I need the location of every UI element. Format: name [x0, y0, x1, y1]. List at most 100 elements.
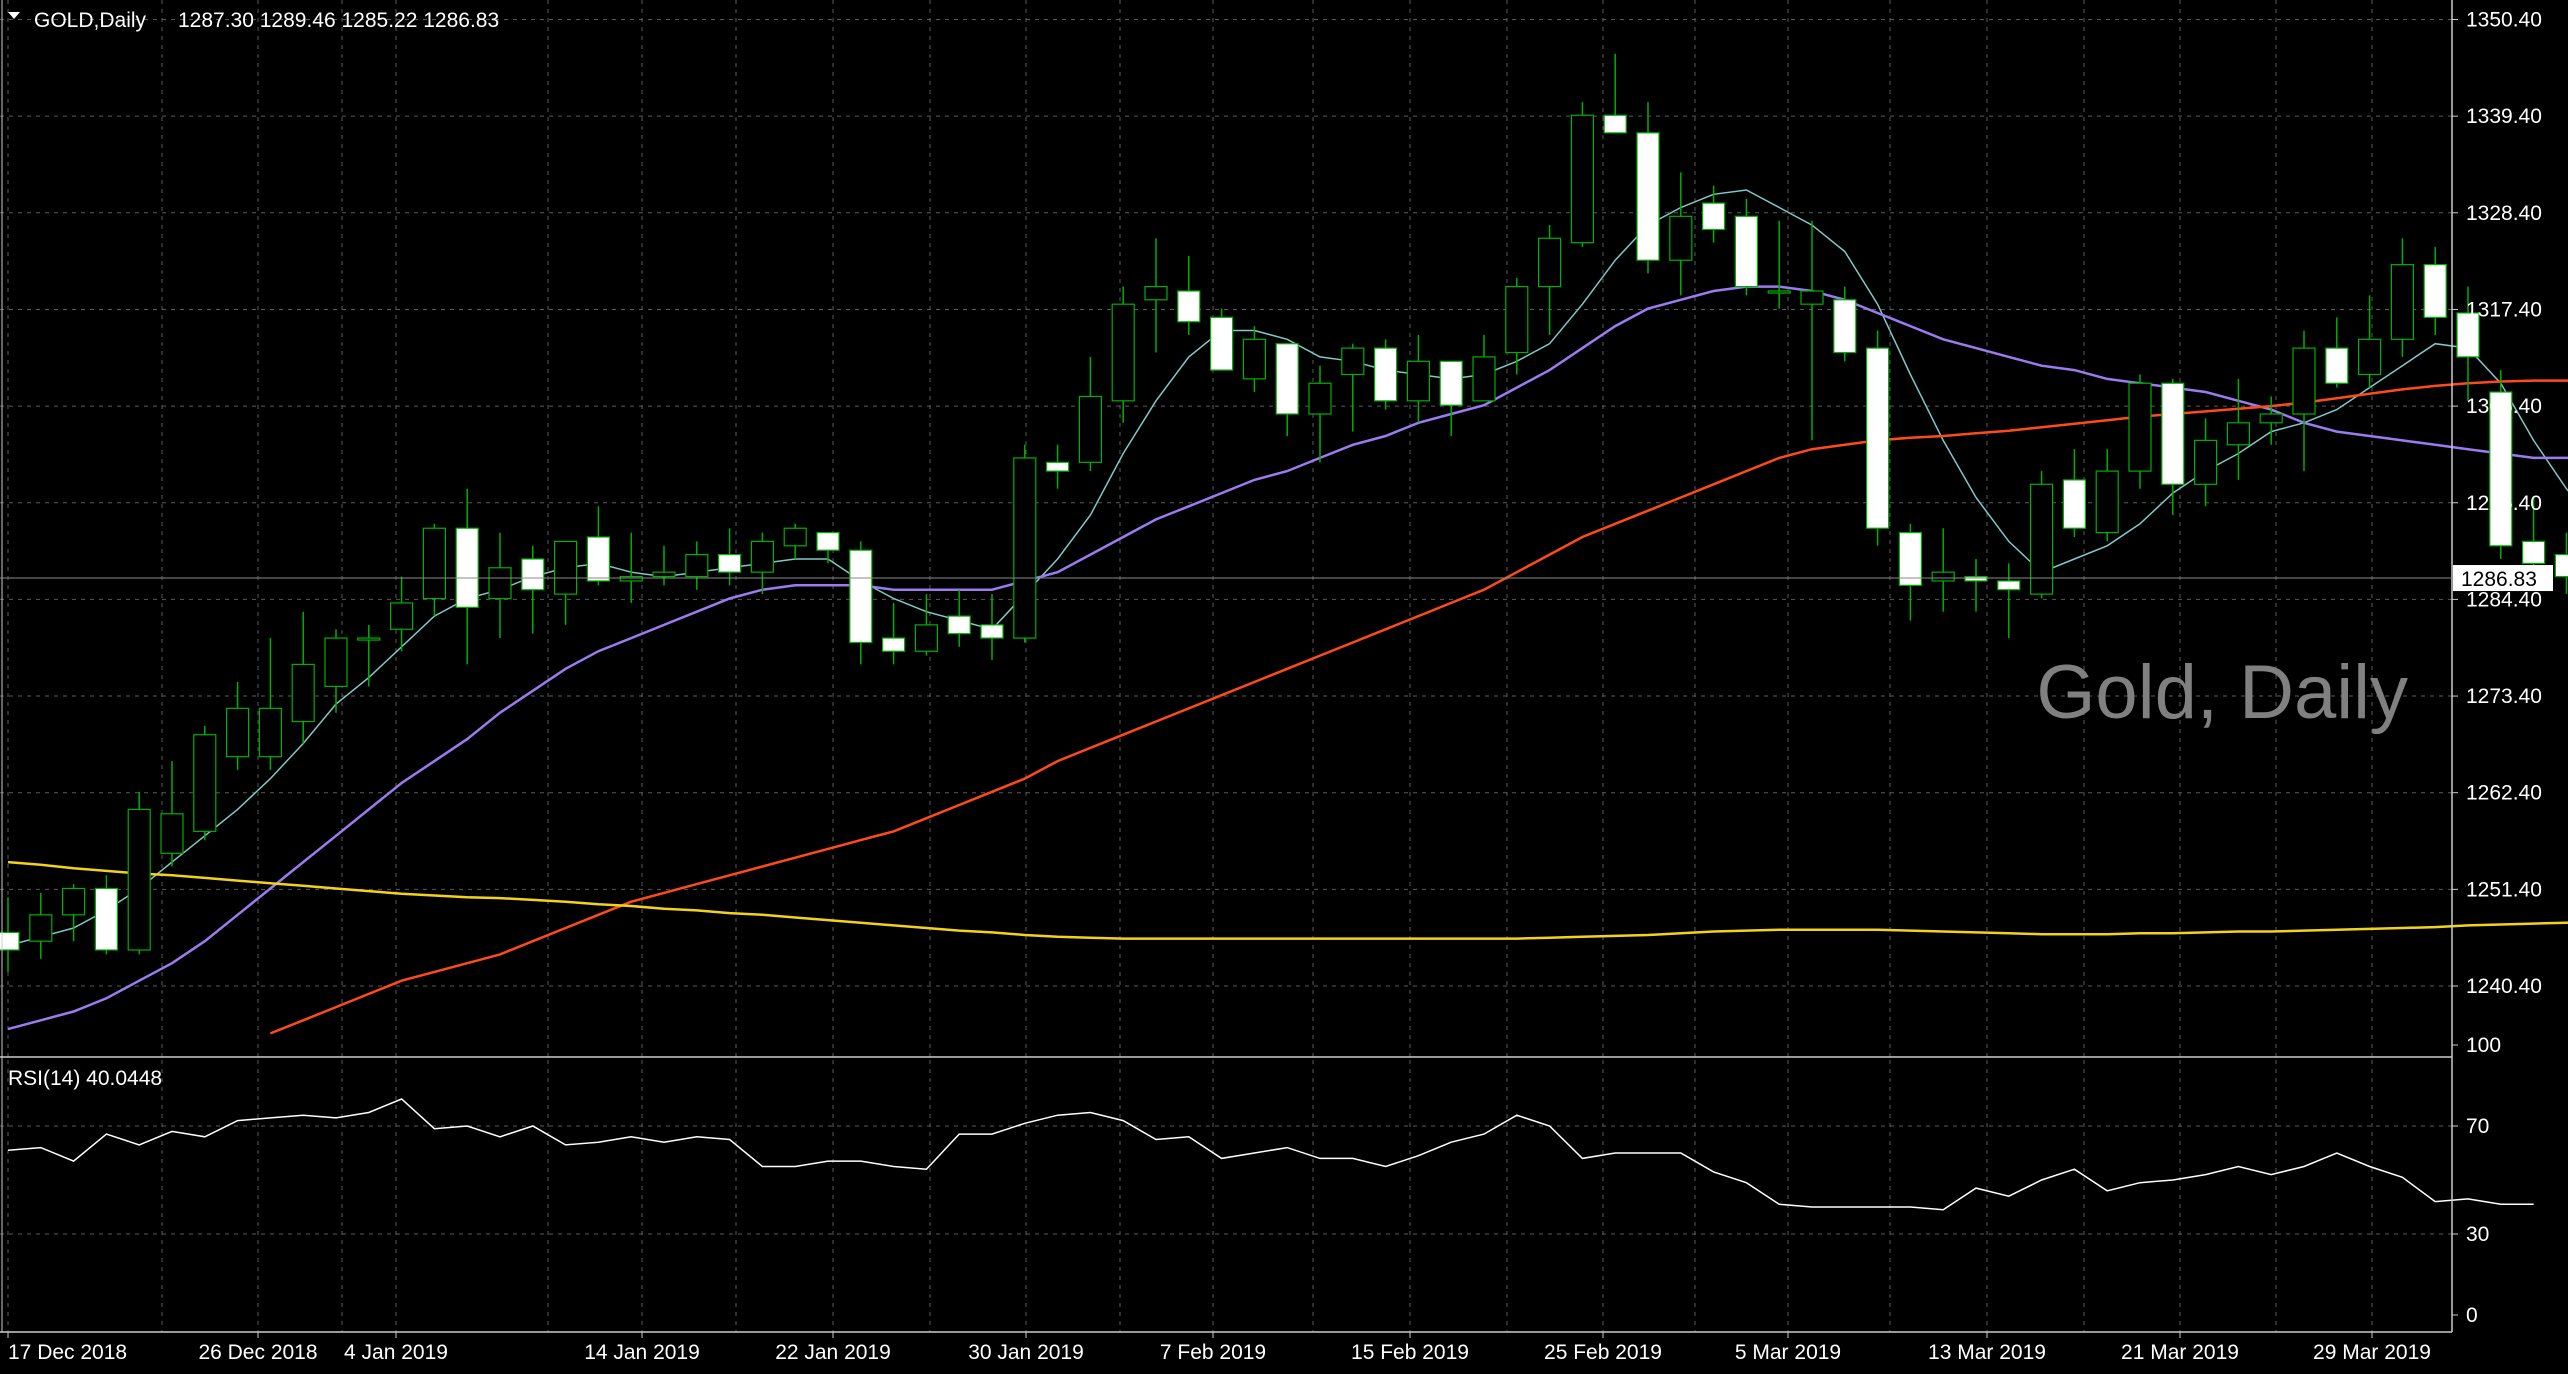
candle-body-up: [619, 575, 643, 582]
candle-body-down: [1636, 132, 1660, 261]
candle[interactable]: [1341, 343, 1365, 432]
candle-body-up: [324, 637, 348, 687]
candle[interactable]: [127, 791, 151, 955]
candle[interactable]: [783, 523, 807, 559]
candle[interactable]: [1013, 444, 1037, 643]
candle[interactable]: [488, 532, 512, 639]
candle[interactable]: [521, 545, 545, 634]
candle[interactable]: [1472, 334, 1496, 402]
candle[interactable]: [947, 589, 971, 647]
candle[interactable]: [2062, 449, 2086, 538]
candle[interactable]: [717, 528, 742, 586]
candle[interactable]: [324, 629, 348, 713]
candle[interactable]: [914, 594, 939, 656]
candle[interactable]: [226, 681, 250, 770]
candle[interactable]: [291, 611, 315, 744]
candle-body-down: [2325, 347, 2349, 384]
candle[interactable]: [1800, 220, 1824, 441]
candle[interactable]: [94, 875, 119, 955]
candle[interactable]: [1734, 198, 1759, 296]
candle[interactable]: [1767, 220, 1791, 309]
rsi-line: [7, 1098, 2534, 1211]
candle[interactable]: [1898, 523, 1923, 621]
dropdown-triangle-icon[interactable]: [8, 12, 20, 19]
candle[interactable]: [816, 532, 840, 564]
candle[interactable]: [2128, 374, 2152, 489]
date-tick-label: 26 Dec 2018: [198, 1341, 317, 1364]
candle[interactable]: [1603, 53, 1627, 134]
candle[interactable]: [553, 540, 578, 625]
candle[interactable]: [1931, 528, 1955, 612]
candle[interactable]: [2095, 449, 2119, 542]
candle[interactable]: [390, 576, 414, 652]
candle[interactable]: [1177, 255, 1201, 335]
candle[interactable]: [1045, 444, 1070, 489]
rsi-panel: 100 70 30 0: [0, 1034, 2534, 1327]
candle[interactable]: [2325, 317, 2349, 388]
candle[interactable]: [455, 488, 479, 665]
candle[interactable]: [750, 532, 775, 595]
date-tick-label: 22 Jan 2019: [775, 1341, 891, 1364]
candle[interactable]: [980, 594, 1004, 661]
candle-body-up: [1669, 215, 1693, 261]
candle[interactable]: [2029, 471, 2054, 599]
candle[interactable]: [685, 541, 709, 590]
candle[interactable]: [258, 638, 282, 770]
candle[interactable]: [1373, 339, 1398, 410]
candle[interactable]: [2194, 418, 2218, 507]
candle[interactable]: [1505, 277, 1529, 375]
candle[interactable]: [2259, 396, 2283, 445]
candle[interactable]: [2161, 378, 2185, 516]
candle[interactable]: [1308, 365, 1332, 463]
candle-body-up: [390, 602, 414, 630]
candle[interactable]: [1669, 172, 1693, 296]
candle[interactable]: [29, 892, 53, 959]
candle[interactable]: [160, 761, 184, 867]
candle[interactable]: [1275, 343, 1299, 436]
candle[interactable]: [1078, 356, 1103, 472]
candle[interactable]: [422, 523, 446, 617]
candle[interactable]: [0, 897, 20, 972]
candle[interactable]: [1636, 102, 1660, 274]
candle[interactable]: [2489, 370, 2513, 559]
candle[interactable]: [1144, 238, 1168, 353]
candle[interactable]: [2456, 286, 2480, 401]
candle[interactable]: [357, 624, 381, 687]
candle-body-down: [2522, 540, 2546, 564]
candle[interactable]: [1865, 330, 1890, 546]
candle[interactable]: [1570, 102, 1595, 248]
candle[interactable]: [2554, 532, 2568, 595]
candle[interactable]: [2358, 295, 2382, 388]
candle[interactable]: [1439, 360, 1463, 436]
candle[interactable]: [881, 602, 906, 665]
candle[interactable]: [2423, 247, 2447, 335]
candle[interactable]: [1209, 308, 1234, 371]
candle[interactable]: [652, 545, 676, 586]
candle[interactable]: [849, 541, 873, 665]
candle-body-up: [1406, 360, 1431, 402]
date-tick-label: 21 Mar 2019: [2121, 1341, 2239, 1364]
candle[interactable]: [193, 725, 217, 841]
candle[interactable]: [1964, 558, 1988, 612]
candle[interactable]: [619, 532, 643, 603]
candle[interactable]: [1242, 326, 1267, 393]
candle[interactable]: [1406, 334, 1431, 423]
candle[interactable]: [1701, 185, 1726, 243]
candle[interactable]: [2226, 378, 2250, 480]
candle[interactable]: [1537, 225, 1562, 335]
candles[interactable]: [0, 53, 2568, 972]
rsi-tick-label: 30: [2466, 1223, 2489, 1246]
candle[interactable]: [2292, 330, 2316, 472]
candle[interactable]: [2390, 238, 2414, 357]
candle[interactable]: [586, 506, 611, 586]
candle[interactable]: [1997, 563, 2021, 639]
candle-body-up: [1570, 114, 1595, 244]
rsi-label: RSI(14) 40.0448: [8, 1067, 162, 1090]
candle[interactable]: [1111, 286, 1135, 423]
candle[interactable]: [61, 884, 86, 942]
date-tick-label: 7 Feb 2019: [1160, 1341, 1266, 1364]
price-tick-label: 1317.40: [2466, 298, 2542, 321]
candle[interactable]: [1833, 286, 1857, 362]
